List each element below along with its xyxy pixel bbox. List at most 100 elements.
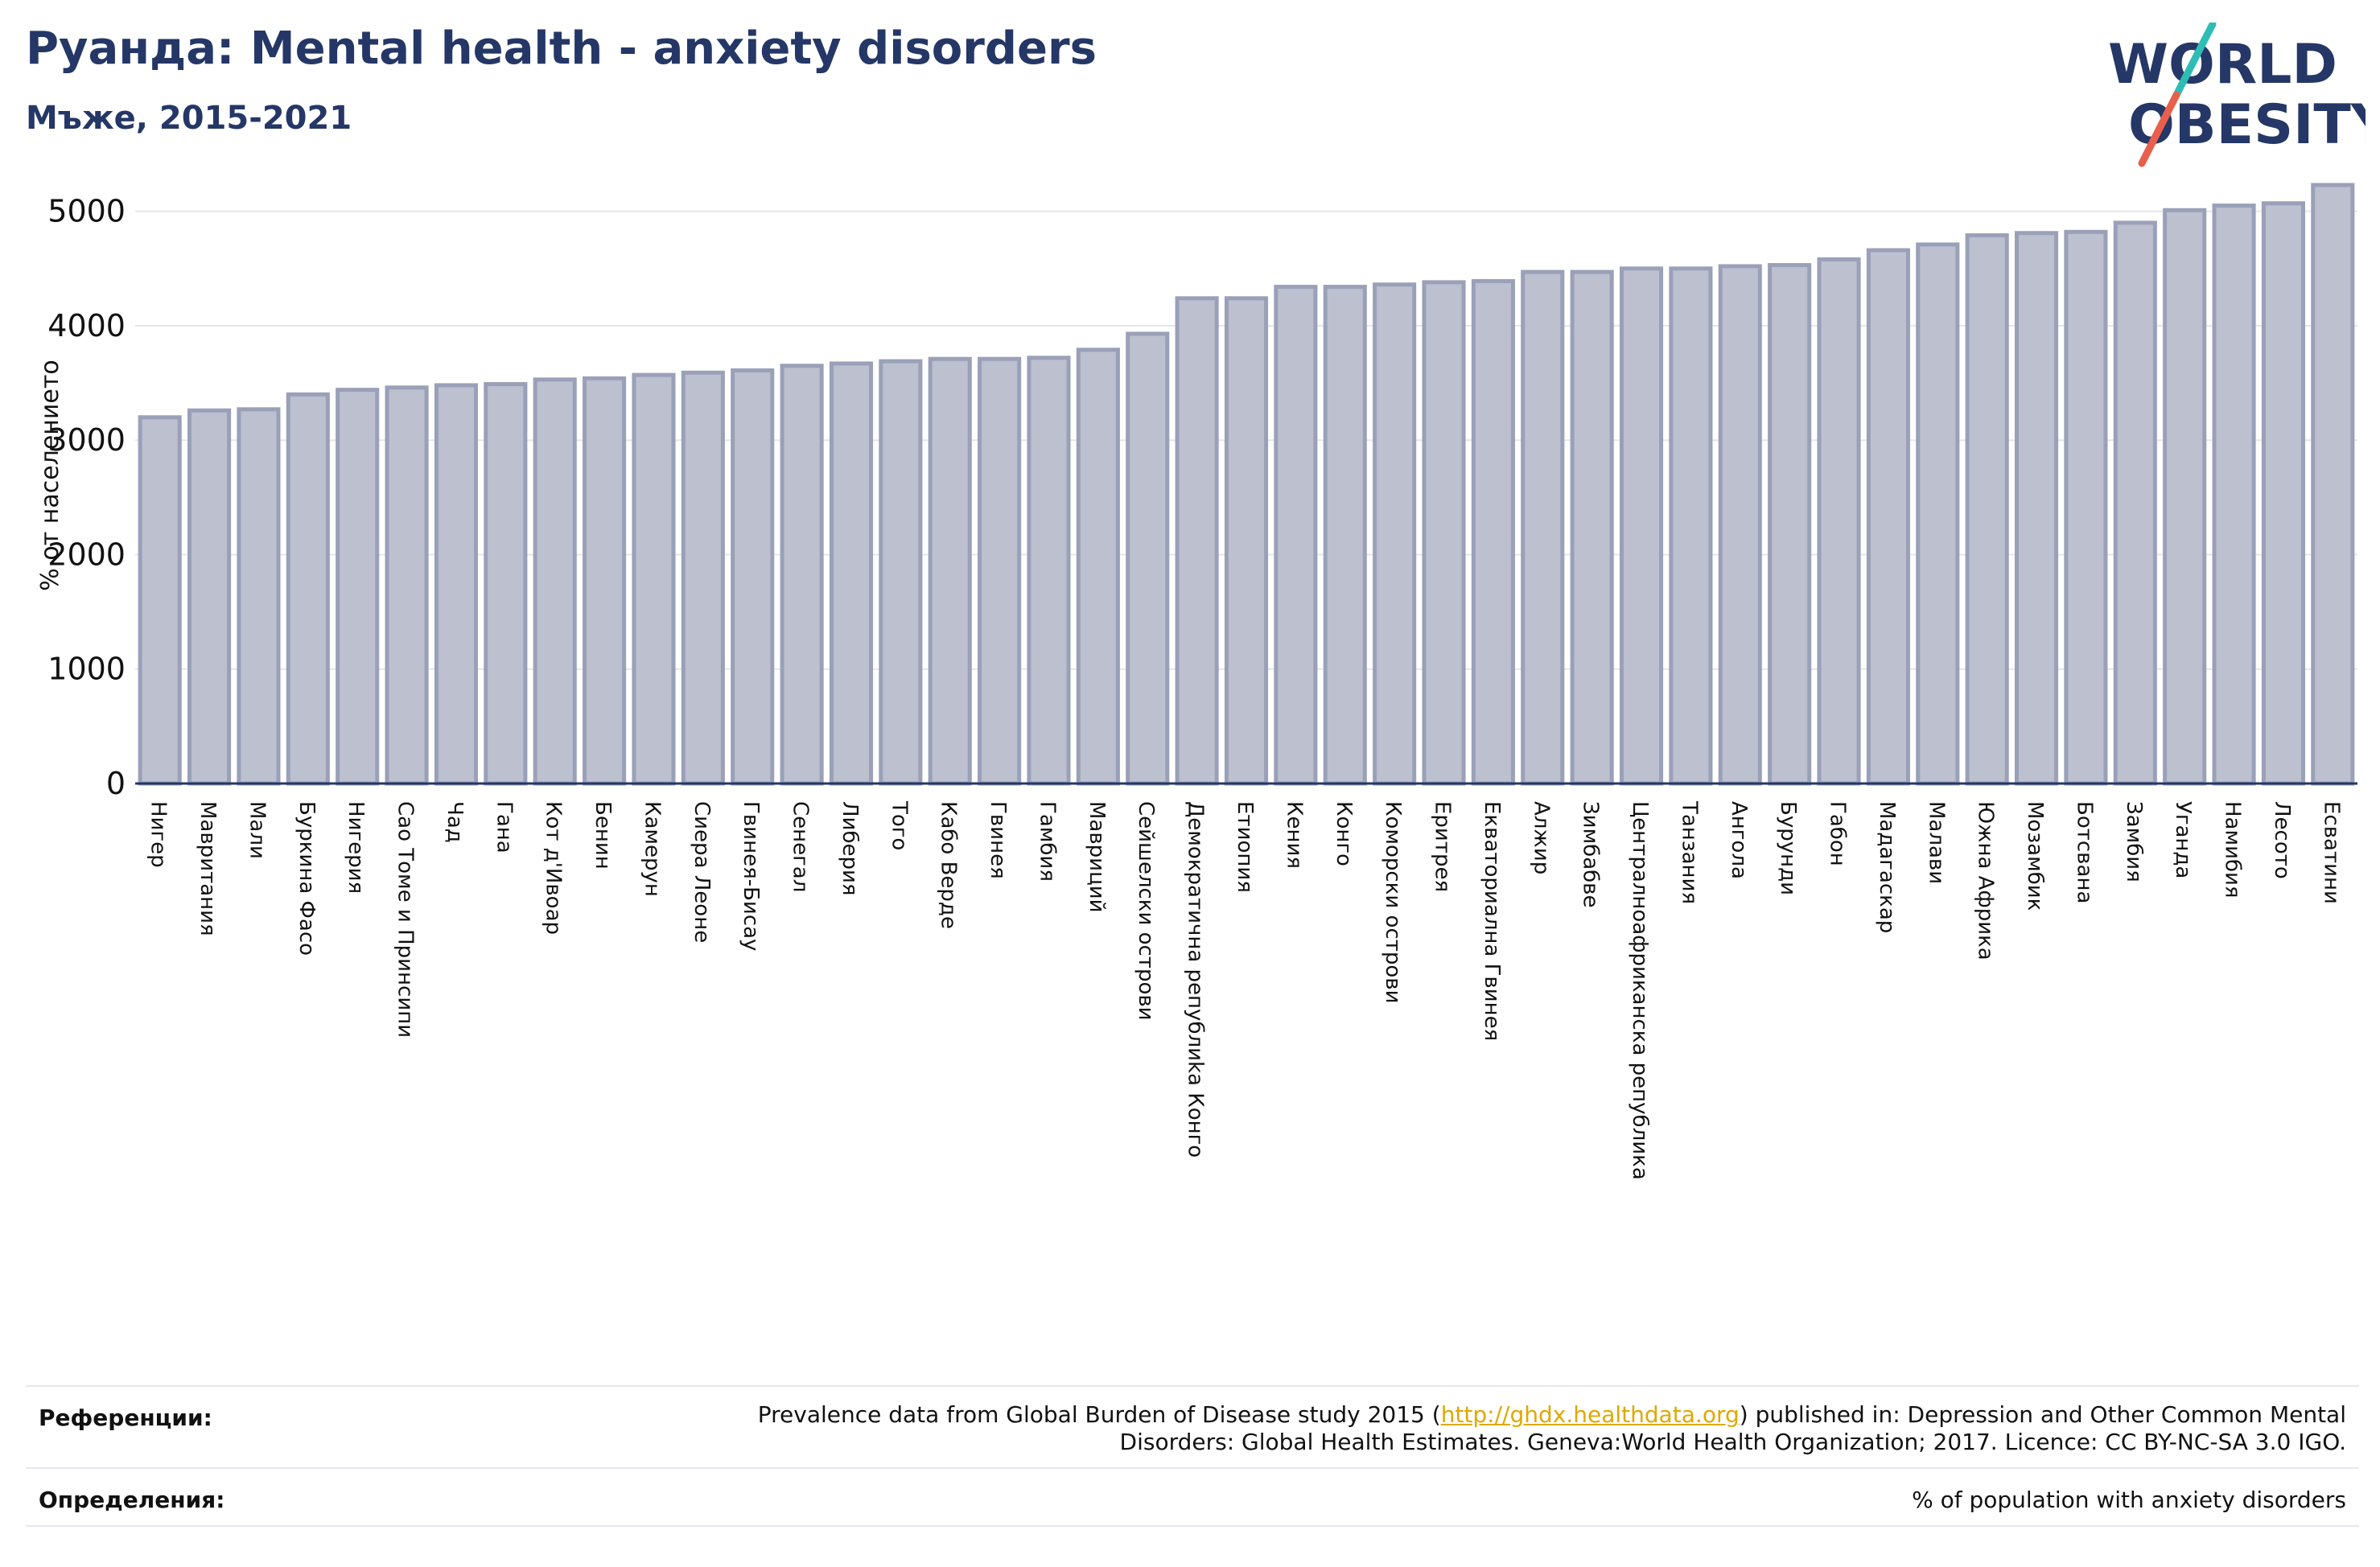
bar xyxy=(1373,282,1417,786)
definitions-row: Определения: % of population with anxiet… xyxy=(26,1467,2359,1527)
x-tick-label: Танзания xyxy=(1677,800,1701,904)
x-tick-label: Мали xyxy=(245,801,269,859)
bar xyxy=(1175,296,1219,786)
chart-subtitle: Мъже, 2015-2021 xyxy=(26,100,352,137)
x-tick-label: Габон xyxy=(1826,801,1850,866)
bar xyxy=(1076,348,1120,786)
references-link[interactable]: http://ghdx.healthdata.org xyxy=(1440,1401,1740,1428)
x-tick-label: Кабо Верде xyxy=(937,801,961,929)
bar xyxy=(731,368,775,786)
bar xyxy=(681,370,725,786)
x-tick-label: Гана xyxy=(492,801,516,853)
bar xyxy=(533,377,577,786)
bar xyxy=(2113,220,2157,786)
references-label: Референции: xyxy=(39,1405,212,1431)
definitions-label: Определения: xyxy=(39,1487,225,1513)
x-tick-label: Кения xyxy=(1282,801,1306,869)
bar xyxy=(1521,269,1565,786)
bar xyxy=(1224,296,1269,786)
references-text: Prevalence data from Global Burden of Di… xyxy=(758,1401,2346,1456)
bar xyxy=(1274,285,1318,786)
bar xyxy=(1570,269,1614,786)
bar xyxy=(1866,248,1910,786)
y-tick-label: 4000 xyxy=(47,308,126,343)
x-tick-label: Еритрея xyxy=(1431,801,1455,892)
y-tick-label: 2000 xyxy=(47,537,126,572)
bar xyxy=(1422,280,1466,786)
bar xyxy=(632,372,676,786)
references-row: Референции: Prevalence data from Global … xyxy=(26,1385,2359,1467)
x-tick-label: Нигер xyxy=(146,801,171,868)
bar xyxy=(1965,233,2009,786)
bar xyxy=(237,407,281,786)
bar xyxy=(978,356,1022,786)
bar xyxy=(2064,229,2108,786)
bar xyxy=(2212,204,2256,786)
x-tick-label: Бенин xyxy=(591,801,615,870)
bar xyxy=(484,381,528,786)
bar xyxy=(879,359,923,786)
bar xyxy=(138,415,182,786)
bar xyxy=(2014,231,2059,786)
x-tick-label: Лесото xyxy=(2270,801,2294,879)
logo-text-obesity: OBESITY xyxy=(2128,93,2366,157)
bar xyxy=(829,361,874,786)
bar-chart: 0 1000 2000 3000 4000 5000 Нигер Мавритания Мали… xyxy=(36,183,2357,1180)
x-tick-label: Мавриций xyxy=(1085,801,1109,913)
x-tick-label: Бурунди xyxy=(1776,801,1800,895)
x-tick-label: Сенегал xyxy=(789,801,813,892)
x-tick-label: Замбия xyxy=(2122,801,2146,882)
x-tick-label: Централноафриканска република xyxy=(1628,801,1652,1180)
x-tick-label: Ботсвана xyxy=(2072,801,2096,903)
x-tick-label: Конго xyxy=(1332,801,1356,866)
logo-text-world: WORLD xyxy=(2108,33,2337,97)
x-tick-label: Демократична републиkа Конго xyxy=(1184,801,1208,1158)
x-tick-label: Екваториална Гвинея xyxy=(1480,801,1504,1041)
bar xyxy=(1817,257,1861,786)
bar xyxy=(583,376,627,786)
bar xyxy=(187,408,232,786)
x-tick-label: Алжир xyxy=(1529,801,1553,874)
y-axis-label: % от населението xyxy=(36,360,64,590)
references-text-before: Prevalence data from Global Burden of Di… xyxy=(757,1401,1441,1428)
y-tick-label: 0 xyxy=(106,766,126,801)
x-tick-label: Сиера Леоне xyxy=(690,801,714,943)
x-tick-label: Сао Томе и Принсипи xyxy=(393,801,418,1038)
references-text-line2: Disorders: Global Health Estimates. Gene… xyxy=(1119,1429,2346,1455)
x-tick-label: Гвинея-Бисау xyxy=(739,801,763,951)
world-obesity-logo: WORLD OBESITY xyxy=(2108,23,2366,167)
bar xyxy=(385,385,429,786)
bar xyxy=(2261,201,2305,786)
x-tick-label: Мавритания xyxy=(196,801,220,936)
bar xyxy=(1471,278,1515,786)
bar xyxy=(1768,263,1812,786)
x-tick-label: Ангола xyxy=(1727,801,1751,879)
x-tick-label: Того xyxy=(887,800,911,850)
bar xyxy=(1126,331,1170,786)
x-tick-label: Либерия xyxy=(838,801,862,896)
bar xyxy=(1669,266,1713,786)
bar xyxy=(1027,356,1071,786)
references-text-after: ) published in: Depression and Other Com… xyxy=(1739,1401,2346,1428)
bar xyxy=(2311,183,2355,786)
bar xyxy=(286,392,330,786)
x-tick-label: Уганда xyxy=(2171,801,2195,878)
x-tick-label: Буркина Фасо xyxy=(294,801,319,956)
bar xyxy=(1323,285,1367,786)
x-tick-label: Малави xyxy=(1924,801,1948,884)
x-tick-label: Мадагаскар xyxy=(1875,801,1899,933)
x-tick-label: Сейшелски острови xyxy=(1134,801,1158,1021)
bar xyxy=(780,364,824,786)
x-tick-label: Кот д'Ивоар xyxy=(541,801,566,935)
x-tick-label: Камерун xyxy=(640,801,664,897)
bar xyxy=(434,383,479,786)
y-tick-label: 5000 xyxy=(47,194,126,229)
bar xyxy=(1916,242,1960,786)
bar xyxy=(1718,264,1762,786)
chart-title: Руанда: Mental health - anxiety disorder… xyxy=(26,23,1097,75)
bar xyxy=(336,388,380,786)
y-tick-label: 3000 xyxy=(47,422,126,458)
x-tick-label: Намибия xyxy=(2221,801,2245,899)
x-tick-label: Етиопия xyxy=(1233,801,1257,893)
x-tick-label: Гамбия xyxy=(1035,801,1059,882)
